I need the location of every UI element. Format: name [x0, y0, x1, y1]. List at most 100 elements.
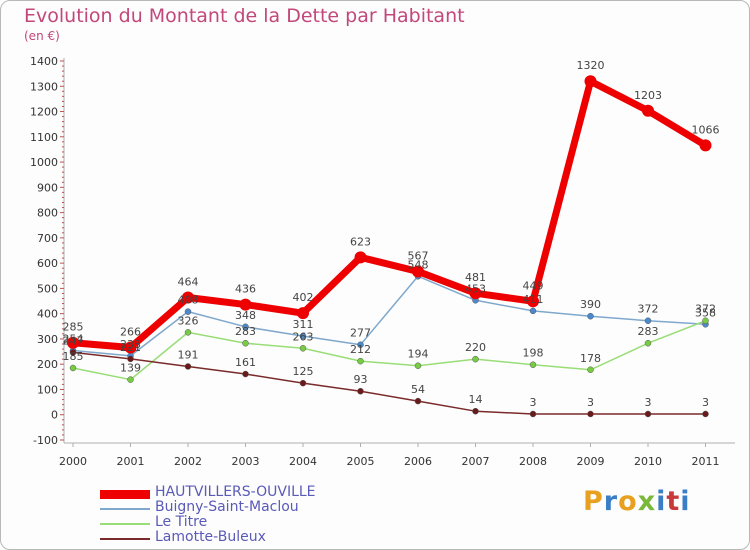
data-label: 247 — [63, 334, 84, 347]
logo-letter: x — [637, 486, 657, 517]
data-label: 139 — [120, 362, 141, 375]
data-label: 411 — [523, 293, 544, 306]
data-label: 254 — [63, 333, 84, 346]
series-0-point — [297, 307, 309, 320]
proxiti-logo: Proxiti — [583, 486, 691, 517]
y-tick-label: 100 — [37, 383, 58, 396]
y-tick-label: 900 — [37, 181, 58, 194]
data-label: 408 — [178, 294, 199, 307]
series-3-point — [127, 355, 134, 363]
y-tick-label: 0 — [51, 409, 58, 422]
legend-swatch — [100, 523, 150, 525]
series-3-point — [242, 370, 249, 378]
series-line-0 — [69, 77, 709, 352]
series-3-point — [702, 410, 709, 418]
data-label: 449 — [523, 279, 544, 292]
data-label: 1203 — [634, 89, 662, 102]
x-tick-label: 2008 — [519, 455, 547, 468]
x-tick-label: 2004 — [289, 455, 317, 468]
logo-letter: i — [680, 486, 691, 517]
data-label: 390 — [580, 298, 601, 311]
series-0-point — [239, 298, 252, 311]
series-2-point — [587, 366, 594, 374]
data-label: 372 — [638, 303, 659, 316]
series-0-point — [354, 251, 367, 264]
legend-label: HAUTVILLERS-OUVILLE — [155, 484, 316, 500]
series-line-1 — [72, 275, 707, 357]
series-line-3 — [72, 351, 707, 415]
series-0-point — [584, 75, 597, 88]
series-3-point — [299, 379, 307, 387]
data-label: 285 — [63, 321, 84, 334]
legend-swatch — [100, 538, 150, 540]
series-3-point — [414, 397, 422, 405]
series-3-point — [529, 410, 537, 418]
data-label: 194 — [408, 348, 429, 361]
series-3-point — [184, 363, 192, 370]
x-tick-label: 2007 — [462, 455, 490, 468]
series-2-point — [414, 362, 422, 369]
data-label: 220 — [465, 341, 486, 354]
series-2-point — [702, 317, 709, 324]
series-3-point — [472, 407, 479, 415]
data-label: 277 — [350, 327, 371, 340]
data-label: 567 — [408, 249, 429, 262]
series-2-point — [127, 376, 134, 383]
data-label: 263 — [293, 330, 314, 343]
data-label: 3 — [645, 396, 652, 409]
x-tick-label: 2002 — [174, 455, 202, 468]
data-label: 212 — [350, 343, 371, 356]
y-tick-label: 400 — [37, 308, 58, 321]
data-label: 464 — [178, 275, 199, 288]
series-0-point — [182, 291, 194, 304]
data-label: 372 — [695, 303, 716, 316]
series-0-point — [642, 104, 654, 117]
series-0-point — [469, 287, 482, 300]
series-line-2 — [72, 319, 707, 381]
series-2-point — [184, 329, 192, 336]
series-1-point — [644, 317, 652, 324]
y-tick-label: 1300 — [30, 80, 58, 93]
data-label: 1320 — [577, 59, 605, 72]
data-label: 623 — [350, 235, 371, 248]
series-1-point — [357, 341, 364, 348]
data-label: 3 — [587, 396, 594, 409]
data-label: 358 — [695, 306, 716, 319]
y-tick-label: 600 — [37, 257, 58, 270]
data-label: 221 — [120, 341, 141, 354]
series-2-point — [357, 357, 364, 365]
data-label: 326 — [178, 314, 199, 327]
x-tick-label: 2009 — [577, 455, 605, 468]
y-tick-label: -100 — [33, 434, 58, 447]
series-1-point — [529, 307, 537, 315]
y-tick-label: 500 — [37, 282, 58, 295]
series-3-point — [587, 410, 594, 418]
data-label: 14 — [469, 393, 483, 406]
data-label: 161 — [235, 356, 256, 369]
data-label: 453 — [465, 282, 486, 295]
series-2-point — [472, 355, 479, 363]
x-tick-label: 2000 — [59, 455, 87, 468]
data-label: 3 — [702, 396, 709, 409]
y-tick-label: 1100 — [30, 131, 58, 144]
data-label: 3 — [530, 396, 537, 409]
legend-swatch — [100, 508, 150, 510]
series-3-point — [357, 387, 364, 395]
logo-letter: o — [618, 486, 638, 517]
data-label: 266 — [120, 326, 141, 339]
series-1-point — [184, 308, 192, 315]
data-label: 93 — [354, 373, 368, 386]
series-3-point — [644, 410, 652, 418]
logo-letter: P — [583, 486, 604, 517]
x-tick-label: 2005 — [347, 455, 375, 468]
data-label: 54 — [411, 383, 425, 396]
series-0-point — [527, 295, 539, 308]
logo-letter: r — [603, 486, 619, 517]
series-2-point — [69, 364, 77, 372]
logo-letter: t — [666, 486, 681, 517]
data-label: 436 — [235, 283, 256, 296]
series-0-point — [67, 336, 79, 349]
y-tick-label: 1400 — [30, 55, 58, 68]
